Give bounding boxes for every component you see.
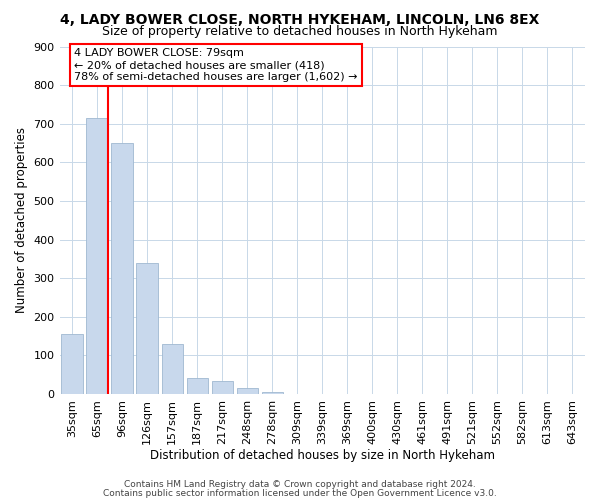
Bar [112, 143, 133, 394]
Text: Contains public sector information licensed under the Open Government Licence v3: Contains public sector information licen… [103, 489, 497, 498]
Bar [161, 344, 183, 394]
Bar [212, 381, 233, 394]
Text: Contains HM Land Registry data © Crown copyright and database right 2024.: Contains HM Land Registry data © Crown c… [124, 480, 476, 489]
Bar [262, 392, 283, 394]
Text: 4, LADY BOWER CLOSE, NORTH HYKEHAM, LINCOLN, LN6 8EX: 4, LADY BOWER CLOSE, NORTH HYKEHAM, LINC… [61, 12, 539, 26]
X-axis label: Distribution of detached houses by size in North Hykeham: Distribution of detached houses by size … [150, 450, 495, 462]
Bar [61, 334, 83, 394]
Text: Size of property relative to detached houses in North Hykeham: Size of property relative to detached ho… [102, 25, 498, 38]
Y-axis label: Number of detached properties: Number of detached properties [15, 127, 28, 313]
Bar [236, 388, 258, 394]
Bar [136, 262, 158, 394]
Text: 4 LADY BOWER CLOSE: 79sqm
← 20% of detached houses are smaller (418)
78% of semi: 4 LADY BOWER CLOSE: 79sqm ← 20% of detac… [74, 48, 358, 82]
Bar [187, 378, 208, 394]
Bar [86, 118, 108, 394]
